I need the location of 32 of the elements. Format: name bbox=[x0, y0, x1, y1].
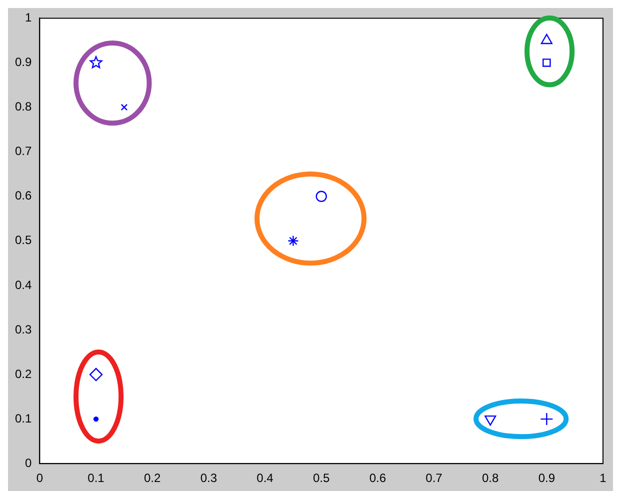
x-tick-label: 0.8 bbox=[482, 471, 499, 486]
x-tick-label: 0 bbox=[36, 471, 44, 486]
x-tick-label: 0.2 bbox=[144, 471, 162, 486]
point bbox=[540, 412, 554, 426]
point bbox=[540, 34, 552, 44]
x-tick-label: 0.9 bbox=[538, 471, 556, 486]
point bbox=[90, 56, 102, 68]
point bbox=[89, 368, 103, 382]
y-tick-label: 0.6 bbox=[14, 188, 32, 203]
y-tick-label: 0.9 bbox=[14, 55, 32, 70]
y-tick-label: 0.7 bbox=[14, 144, 32, 158]
point bbox=[542, 58, 551, 67]
point bbox=[484, 415, 496, 426]
y-tick-label: 0.5 bbox=[14, 233, 32, 248]
y-tick-label: 0.1 bbox=[14, 411, 32, 426]
y-tick-label: 1 bbox=[24, 10, 32, 25]
x-tick-label: 0.4 bbox=[256, 471, 274, 486]
x-tick-label: 0.1 bbox=[88, 471, 105, 486]
point bbox=[316, 190, 327, 202]
y-tick-label: 0.2 bbox=[14, 366, 32, 381]
y-tick-label: 0.8 bbox=[14, 100, 32, 114]
x-tick-label: 0.3 bbox=[200, 471, 218, 486]
x-tick-label: 1 bbox=[600, 471, 607, 486]
x-tick-label: 0.6 bbox=[369, 471, 386, 486]
point bbox=[93, 416, 99, 422]
x-tick-label: 0.5 bbox=[312, 471, 330, 486]
y-tick-label: 0 bbox=[24, 456, 32, 470]
y-tick-label: 0.4 bbox=[14, 278, 32, 292]
point bbox=[120, 104, 128, 111]
x-tick-label: 0.7 bbox=[426, 471, 443, 486]
y-tick-label: 0.3 bbox=[14, 322, 32, 336]
point bbox=[288, 235, 299, 246]
